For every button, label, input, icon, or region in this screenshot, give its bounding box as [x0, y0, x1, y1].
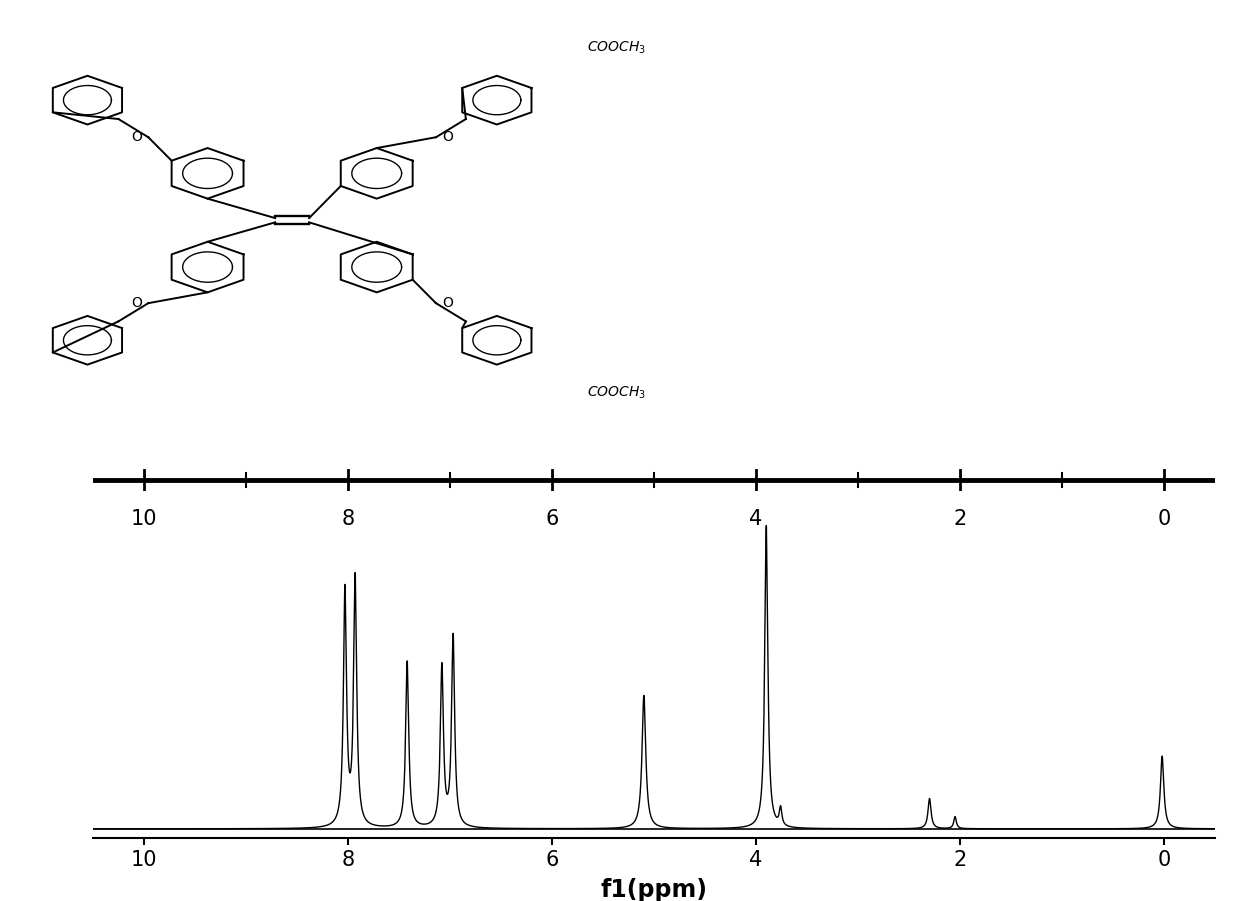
Text: O: O — [443, 296, 453, 310]
Text: 2: 2 — [954, 509, 967, 529]
Text: O: O — [131, 296, 143, 310]
Text: O: O — [443, 131, 453, 144]
Text: 4: 4 — [749, 509, 763, 529]
Text: $COOCH_3$: $COOCH_3$ — [588, 39, 646, 56]
Text: 6: 6 — [546, 509, 559, 529]
Text: O: O — [131, 131, 143, 144]
Text: 0: 0 — [1158, 509, 1171, 529]
Text: 8: 8 — [341, 509, 355, 529]
X-axis label: f1(ppm): f1(ppm) — [600, 878, 708, 901]
Text: $COOCH_3$: $COOCH_3$ — [588, 385, 646, 401]
Text: 10: 10 — [130, 509, 157, 529]
